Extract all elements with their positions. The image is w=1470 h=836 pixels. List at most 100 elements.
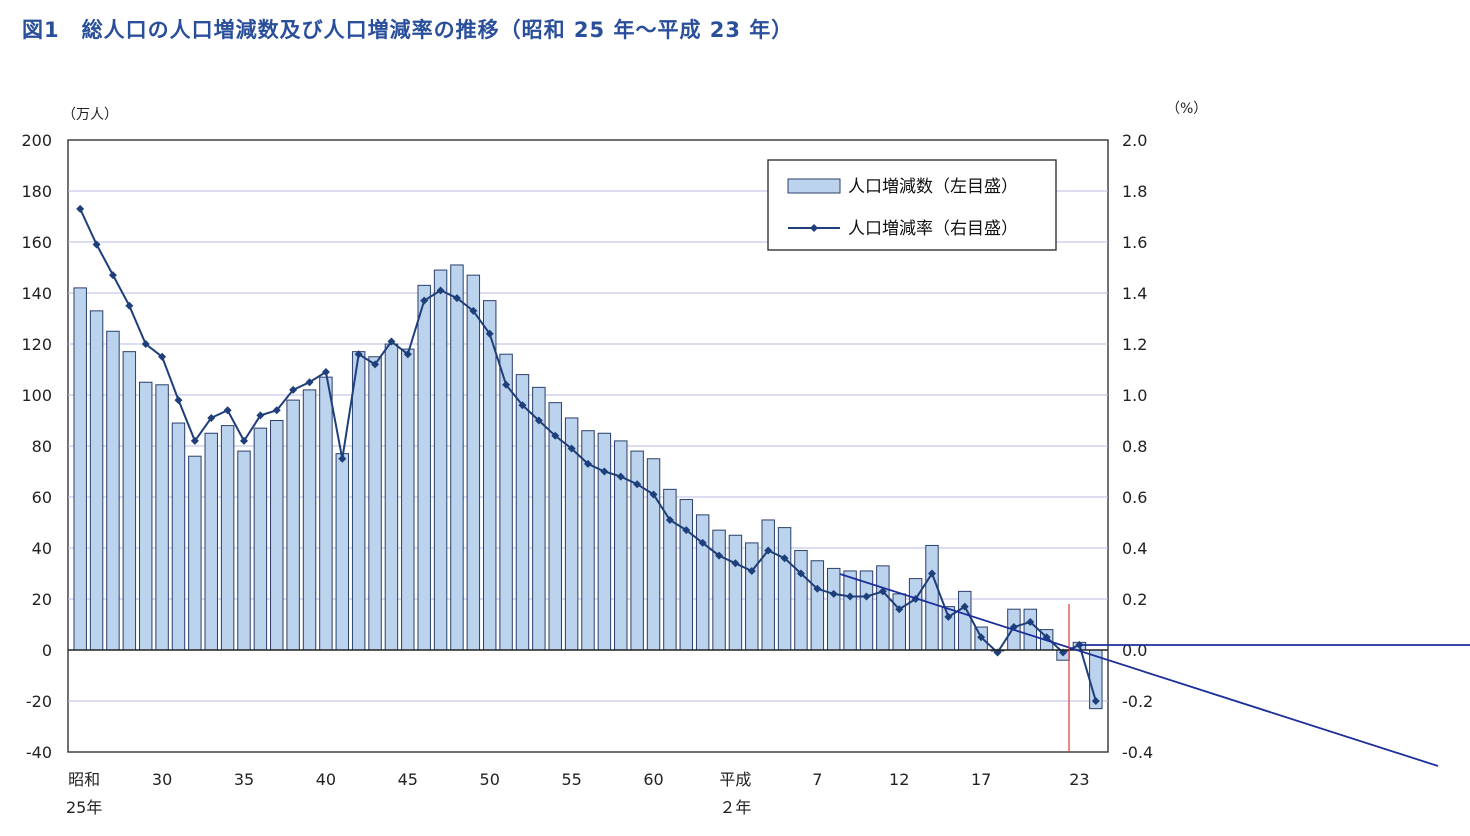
rate-point (207, 413, 216, 422)
rate-point (682, 526, 691, 535)
bar (761, 519, 775, 651)
x-tick-label: 昭和 (68, 770, 100, 789)
rate-point (567, 444, 576, 453)
rate-point (944, 612, 953, 621)
rate-point (764, 546, 773, 555)
bar (122, 351, 137, 651)
bar (826, 567, 841, 651)
left-tick-label: 20 (32, 590, 52, 609)
bar (417, 284, 431, 651)
bar (220, 425, 235, 651)
bar (892, 593, 906, 651)
left-tick-label: 140 (21, 284, 52, 303)
bar (188, 455, 202, 651)
bar (171, 422, 186, 651)
bar (794, 550, 808, 651)
rate-point (780, 554, 789, 563)
right-tick-label: 1.0 (1122, 386, 1147, 405)
left-axis-unit: （万人） (62, 107, 118, 123)
rate-point (125, 301, 134, 310)
bar (270, 420, 284, 651)
x-tick-label: ２年 (719, 798, 751, 817)
bar (925, 544, 939, 651)
bar (286, 399, 300, 651)
legend-bar-label: 人口増減数（左目盛） (848, 177, 1018, 197)
left-tick-label: 200 (21, 131, 52, 150)
bar (368, 356, 382, 651)
right-tick-label: -0.4 (1122, 743, 1153, 762)
bar (515, 374, 530, 651)
bar (351, 351, 366, 651)
x-tick-label: 25年 (66, 798, 102, 817)
x-tick-label: 35 (234, 770, 254, 789)
left-tick-label: 120 (21, 335, 52, 354)
rate-point (715, 551, 724, 560)
rate-point (600, 467, 609, 476)
bar (466, 274, 481, 651)
rate-point (747, 566, 756, 575)
legend-box (767, 159, 1057, 251)
x-tick-label: 45 (398, 770, 418, 789)
bar (1023, 608, 1038, 651)
right-tick-label: 1.4 (1122, 284, 1147, 303)
rate-point (862, 592, 871, 601)
bar (433, 269, 448, 651)
rate-point (256, 411, 265, 420)
rate-point (665, 515, 674, 524)
bar (843, 570, 857, 651)
line-series (76, 204, 1100, 705)
rate-point (796, 569, 805, 578)
right-tick-label: 2.0 (1122, 131, 1147, 150)
bar (745, 542, 759, 651)
x-tick-label: 30 (152, 770, 172, 789)
rate-point (452, 294, 461, 303)
bar (89, 310, 104, 651)
right-tick-label: 1.6 (1122, 233, 1147, 252)
rate-point (731, 559, 740, 568)
legend: 人口増減数（左目盛） 人口増減率（右目盛） (767, 159, 1057, 251)
rate-point (371, 360, 380, 369)
rate-point (141, 340, 150, 348)
bar (908, 578, 923, 651)
rate-point (584, 459, 592, 468)
x-tick-label: 50 (480, 770, 500, 789)
rate-point (174, 396, 183, 405)
right-tick-label: 0.8 (1122, 437, 1147, 456)
rate-point (240, 436, 248, 445)
bar (532, 386, 546, 651)
bar (810, 560, 825, 651)
bar (155, 384, 169, 651)
right-tick-label: -0.2 (1122, 692, 1153, 711)
rate-point (518, 401, 527, 410)
bar (695, 514, 710, 651)
bar (204, 432, 218, 651)
bar (482, 300, 497, 651)
rate-point (1091, 697, 1100, 705)
left-tick-label: 180 (21, 182, 52, 201)
left-tick-label: -40 (26, 743, 52, 762)
legend-bar-swatch (787, 178, 841, 194)
rate-point (223, 406, 232, 415)
legend-line-marker (810, 224, 818, 232)
bar (597, 432, 612, 651)
bar (777, 527, 792, 651)
bar (679, 499, 694, 651)
x-tick-label: 17 (971, 770, 991, 789)
rate-point (551, 431, 560, 440)
rate-point (338, 454, 347, 463)
bar (384, 343, 399, 651)
bar (73, 287, 87, 651)
rate-point (469, 306, 478, 315)
rate-point (420, 296, 429, 305)
bar (253, 427, 268, 651)
rate-point (534, 416, 543, 425)
rate-point (616, 472, 625, 481)
rate-point (502, 380, 511, 389)
rate-point (289, 385, 298, 394)
rate-point (846, 592, 855, 601)
rate-point (698, 538, 707, 547)
bar (614, 440, 628, 651)
right-axis-unit: （%） (1166, 101, 1207, 117)
rate-point (633, 480, 642, 489)
